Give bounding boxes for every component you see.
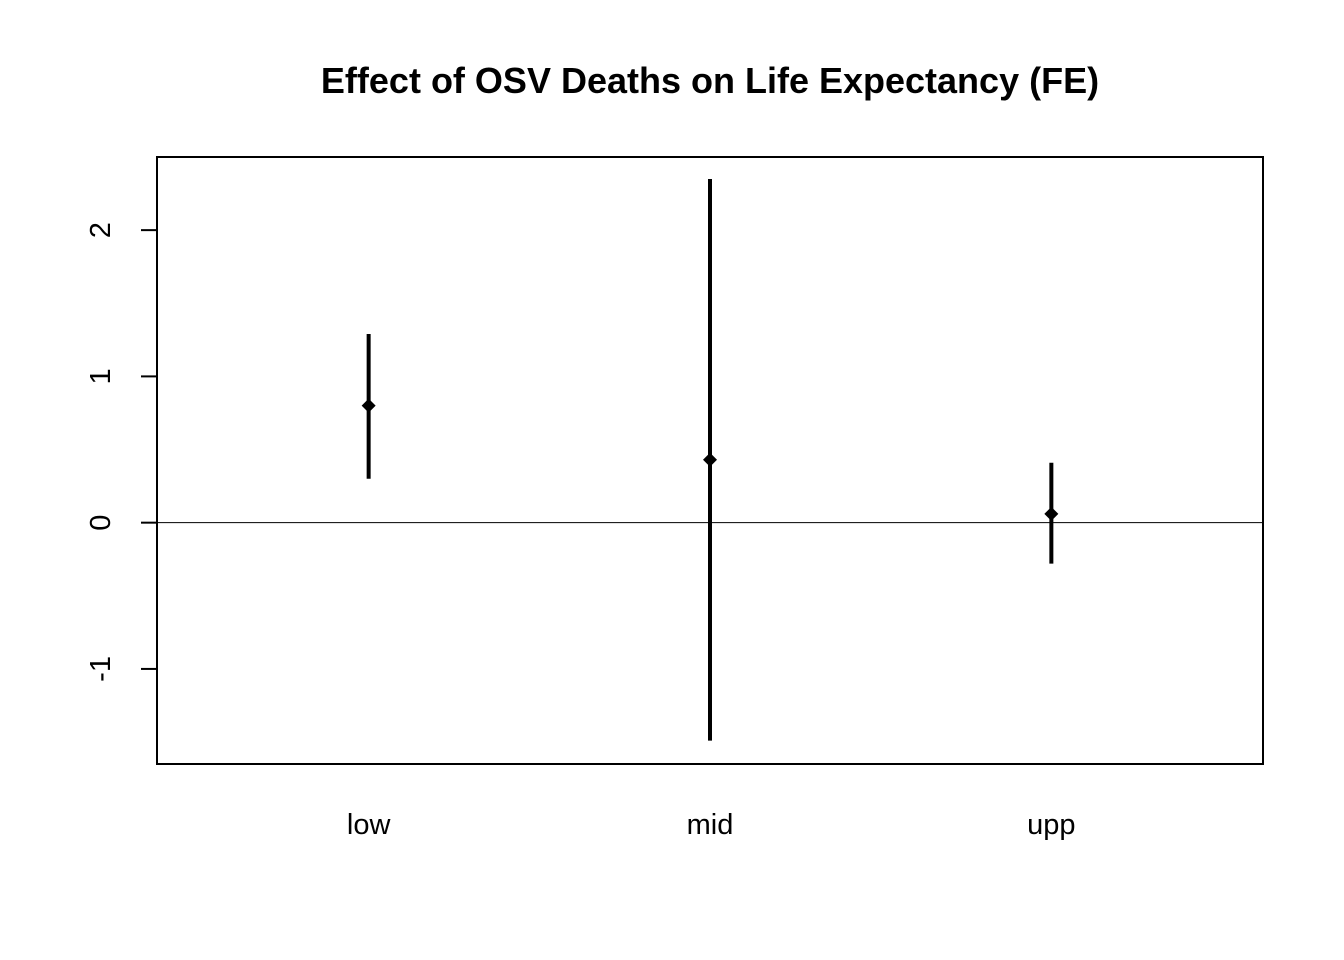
- x-tick-label: low: [347, 809, 392, 841]
- point-estimate-mid: [703, 452, 717, 467]
- y-tick-label: -1: [85, 656, 117, 682]
- plot-area-frame: [156, 156, 1264, 765]
- y-tick-label: 2: [85, 222, 117, 238]
- x-tick-label: mid: [687, 809, 734, 841]
- chart-title: Effect of OSV Deaths on Life Expectancy …: [321, 60, 1099, 101]
- y-tick-label: 1: [85, 368, 117, 384]
- point-estimate-low: [361, 398, 376, 413]
- y-axis: -1 0 1 2: [85, 222, 157, 682]
- x-tick-label: upp: [1027, 809, 1075, 841]
- y-tick-label: 0: [85, 515, 117, 531]
- point-estimate-series: [361, 398, 1059, 521]
- point-estimate-upp: [1044, 506, 1059, 521]
- x-axis-labels: low mid upp: [347, 809, 1076, 841]
